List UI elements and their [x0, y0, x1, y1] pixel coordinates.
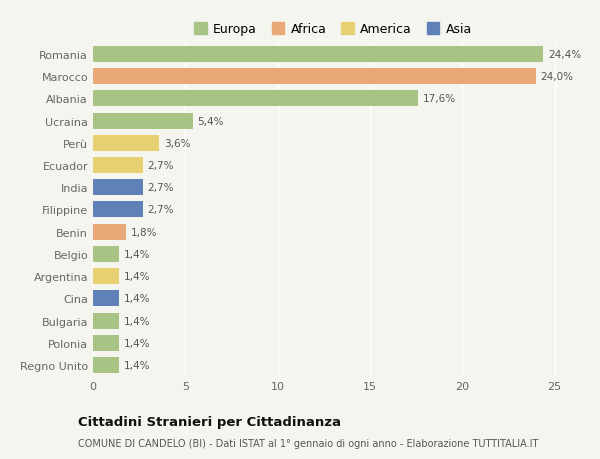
Text: 24,0%: 24,0%: [541, 72, 574, 82]
Bar: [93, 335, 119, 351]
Bar: [93, 91, 418, 107]
Bar: [93, 291, 119, 307]
Text: 17,6%: 17,6%: [422, 94, 455, 104]
Text: 1,4%: 1,4%: [124, 272, 150, 281]
Legend: Europa, Africa, America, Asia: Europa, Africa, America, Asia: [194, 23, 472, 36]
Text: 3,6%: 3,6%: [164, 139, 191, 148]
Bar: [93, 224, 126, 240]
Bar: [93, 313, 119, 329]
Text: Cittadini Stranieri per Cittadinanza: Cittadini Stranieri per Cittadinanza: [78, 415, 341, 428]
Text: 2,7%: 2,7%: [148, 205, 174, 215]
Bar: [93, 157, 143, 174]
Text: 1,4%: 1,4%: [124, 338, 150, 348]
Bar: [93, 357, 119, 373]
Bar: [93, 269, 119, 285]
Text: 1,4%: 1,4%: [124, 316, 150, 326]
Bar: [93, 180, 143, 196]
Text: 24,4%: 24,4%: [548, 50, 581, 60]
Text: 1,4%: 1,4%: [124, 360, 150, 370]
Text: 2,7%: 2,7%: [148, 183, 174, 193]
Text: 1,8%: 1,8%: [131, 227, 157, 237]
Bar: [93, 69, 536, 85]
Bar: [93, 246, 119, 263]
Bar: [93, 202, 143, 218]
Text: 2,7%: 2,7%: [148, 161, 174, 171]
Text: 5,4%: 5,4%: [197, 116, 224, 126]
Bar: [93, 47, 544, 63]
Text: 1,4%: 1,4%: [124, 294, 150, 304]
Bar: [93, 135, 160, 151]
Bar: [93, 113, 193, 129]
Text: 1,4%: 1,4%: [124, 249, 150, 259]
Text: COMUNE DI CANDELO (BI) - Dati ISTAT al 1° gennaio di ogni anno - Elaborazione TU: COMUNE DI CANDELO (BI) - Dati ISTAT al 1…: [78, 438, 538, 448]
